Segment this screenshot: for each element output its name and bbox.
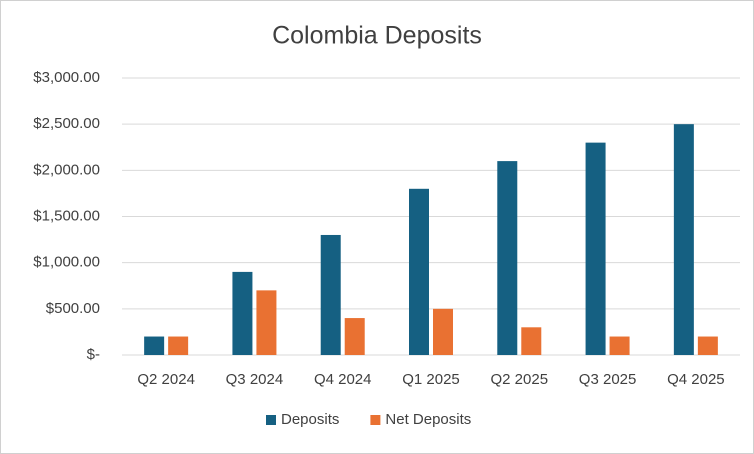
bar xyxy=(433,308,453,355)
bar xyxy=(497,161,518,355)
legend-swatch xyxy=(266,415,276,425)
x-tick-label: Q3 2024 xyxy=(226,371,284,388)
bar xyxy=(320,234,341,355)
chart-title: Colombia Deposits xyxy=(272,22,482,50)
y-tick-label: $2,000.00 xyxy=(33,161,100,178)
x-tick-label: Q2 2024 xyxy=(137,371,195,388)
x-tick-label: Q3 2025 xyxy=(579,371,637,388)
x-tick-label: Q2 2025 xyxy=(491,371,549,388)
y-tick-label: $1,500.00 xyxy=(33,207,100,224)
x-tick-label: Q4 2025 xyxy=(667,371,725,388)
bar xyxy=(144,336,165,355)
bar xyxy=(609,336,630,355)
bar xyxy=(697,336,718,355)
bar xyxy=(585,142,606,355)
bar xyxy=(521,327,542,355)
legend-swatch xyxy=(370,415,381,425)
bar xyxy=(256,290,277,355)
bar xyxy=(232,271,253,355)
y-tick-label: $1,000.00 xyxy=(33,254,100,271)
y-tick-label: $- xyxy=(87,346,100,363)
legend-label: Net Deposits xyxy=(385,411,471,428)
x-tick-label: Q1 2025 xyxy=(402,371,460,388)
bar xyxy=(409,188,429,355)
bar xyxy=(344,318,365,355)
bar xyxy=(168,336,189,355)
legend-label: Deposits xyxy=(281,411,339,428)
y-tick-label: $2,500.00 xyxy=(33,115,100,132)
bar xyxy=(673,124,694,356)
y-tick-label: $500.00 xyxy=(46,300,100,317)
x-tick-label: Q4 2024 xyxy=(314,371,372,388)
y-tick-label: $3,000.00 xyxy=(33,69,100,86)
